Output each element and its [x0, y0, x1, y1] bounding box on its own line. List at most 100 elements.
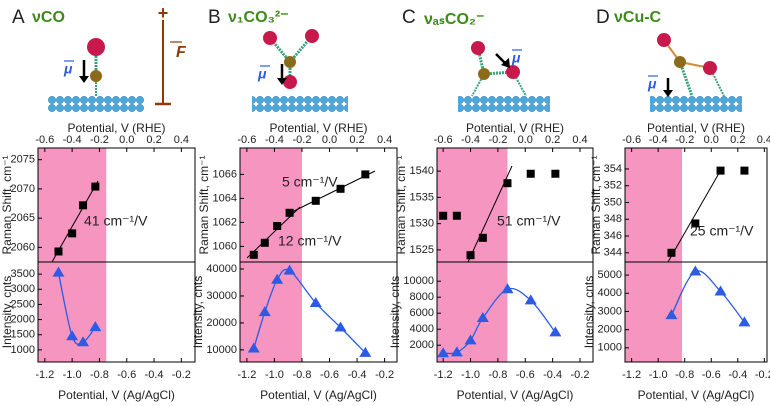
- illustration-d: [648, 33, 742, 112]
- intensity-point: [271, 273, 284, 284]
- x-tick-label: -0.6: [702, 369, 721, 381]
- panel-title: νCu-C: [614, 9, 662, 26]
- plot-frame: [624, 261, 768, 363]
- x-tick-label: -0.4: [543, 369, 562, 381]
- plot-frame: [239, 261, 398, 363]
- illustration-b: [252, 29, 348, 112]
- intensity-point: [89, 321, 102, 332]
- x-tick-label: -0.8: [488, 369, 507, 381]
- x2-tick-label: 0.0: [518, 134, 533, 146]
- x-axis-label: Potential, V (Ag/AgCl): [58, 388, 175, 402]
- intensity-point: [359, 346, 372, 357]
- y-axis-label: Raman Shift, cm⁻¹: [0, 155, 14, 254]
- y-tick-label: 3000: [598, 305, 622, 317]
- x-tick-label: -0.8: [292, 369, 311, 381]
- y-tick-label: 1540: [410, 165, 434, 177]
- x-tick-label: -0.8: [675, 369, 694, 381]
- slope-annotation: 5 cm⁻¹/V: [282, 174, 338, 190]
- raman-point: [79, 201, 88, 210]
- y-tick-label: 4000: [410, 323, 434, 335]
- y-tick-label: 1000: [11, 344, 35, 356]
- x-tick-label: -0.4: [145, 369, 164, 381]
- x2-tick-label: -0.4: [649, 134, 668, 146]
- y-tick-label: 2000: [410, 339, 434, 351]
- y-tick-label: 350: [604, 196, 622, 208]
- x2-tick-label: -0.6: [35, 134, 54, 146]
- intensity-point: [714, 285, 727, 296]
- x-tick-label: -0.6: [117, 369, 136, 381]
- x2-axis-label: Potential, V (RHE): [269, 121, 367, 135]
- x-tick-label: -1.0: [461, 369, 480, 381]
- raman-point: [691, 219, 700, 228]
- y-tick-label: 1500: [11, 329, 35, 341]
- x-tick-label: -1.0: [649, 369, 668, 381]
- panel-letter: A: [12, 7, 25, 28]
- x2-tick-label: 0.0: [704, 134, 719, 146]
- slope-annotation: 25 cm⁻¹/V: [690, 223, 754, 239]
- intensity-point: [437, 347, 450, 358]
- panel-letter: D: [596, 7, 610, 28]
- x2-tick-label: 0.2: [730, 134, 745, 146]
- x2-tick-label: 0.2: [349, 134, 364, 146]
- raman-point: [551, 169, 560, 178]
- x-tick-label: -0.2: [755, 369, 770, 381]
- y-tick-label: 1066: [213, 168, 237, 180]
- x-tick-label: -1.2: [237, 369, 256, 381]
- fit-lines: [51, 165, 723, 263]
- x2-tick-label: 0.0: [322, 134, 337, 146]
- illustration-c: [458, 41, 550, 112]
- field-plus: +: [158, 3, 169, 23]
- y-tick-label: 344: [604, 247, 622, 259]
- y-axis-label: Raman Shift, cm⁻¹: [394, 155, 408, 254]
- raman-point: [478, 233, 487, 242]
- raman-point: [285, 208, 294, 217]
- intensity-point: [501, 283, 514, 294]
- intensity-point: [247, 342, 260, 353]
- panel-title: νₐₛCO₂⁻: [424, 11, 484, 28]
- panel-title: ν₁CO₃²⁻: [228, 9, 289, 26]
- x2-tick-label: 0.4: [572, 134, 587, 146]
- intensity-point: [476, 312, 489, 322]
- y-tick-label: 354: [604, 163, 622, 175]
- intensity-point: [464, 334, 477, 345]
- y-tick-label: 8000: [410, 291, 434, 303]
- intensity-point: [524, 294, 537, 305]
- y-tick-label: 4000: [598, 287, 622, 299]
- y-tick-label: 2000: [11, 313, 35, 325]
- x2-tick-label: -0.2: [90, 134, 109, 146]
- x-tick-label: -1.2: [622, 369, 641, 381]
- y-axis-label: Raman Shift, cm⁻¹: [197, 155, 211, 254]
- slope-annotation: 12 cm⁻¹/V: [278, 233, 342, 249]
- y-axis-label: Raman Shift, cm⁻¹: [589, 155, 603, 254]
- y-tick-label: 1000: [598, 342, 622, 354]
- y-tick-label: 1060: [213, 240, 237, 252]
- y-tick-label: 6000: [410, 307, 434, 319]
- x2-tick-label: 0.2: [545, 134, 560, 146]
- x-tick-label: -0.2: [172, 369, 191, 381]
- raman-point: [68, 229, 77, 238]
- intensity-point: [549, 326, 562, 337]
- raman-point: [740, 166, 749, 175]
- intensity-point: [738, 316, 751, 327]
- y-tick-label: 2000: [598, 324, 622, 336]
- y-tick-label: 20000: [206, 317, 237, 329]
- x2-tick-label: -0.6: [622, 134, 641, 146]
- y-tick-label: 2070: [11, 183, 35, 195]
- intensity-point: [450, 346, 463, 357]
- x-axis-label: Potential, V (Ag/AgCl): [457, 388, 574, 402]
- y-tick-label: 30000: [206, 290, 237, 302]
- intensity-point: [77, 336, 90, 347]
- x-tick-label: -1.0: [265, 369, 284, 381]
- y-tick-label: 1530: [410, 218, 434, 230]
- x-axis-label: Potential, V (Ag/AgCl): [260, 388, 377, 402]
- x-tick-label: -0.6: [320, 369, 339, 381]
- x-tick-label: -0.2: [375, 369, 394, 381]
- intensity-point: [283, 264, 296, 275]
- intensity-point: [334, 321, 347, 332]
- y-tick-label: 2065: [11, 212, 35, 224]
- panel-title: νCO: [32, 9, 65, 26]
- y-tick-label: 2500: [11, 298, 35, 310]
- intensity-point: [309, 296, 322, 307]
